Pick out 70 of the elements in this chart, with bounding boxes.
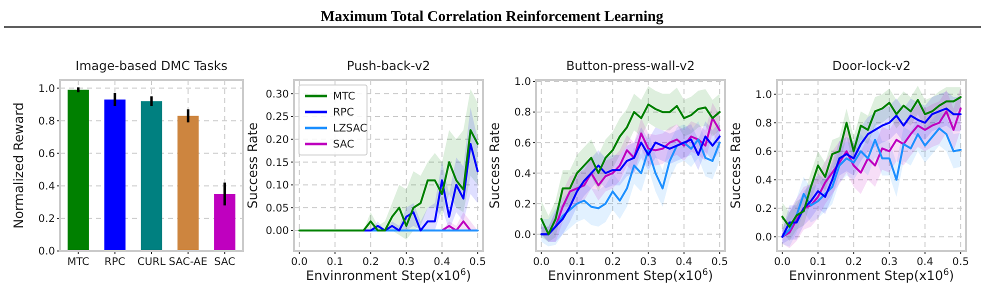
- y-tick-label: 0.00: [266, 225, 289, 238]
- y-tick-label: 0.0: [755, 231, 772, 244]
- y-tick-label: 1.0: [755, 88, 772, 101]
- x-tick-label: 0.4: [676, 256, 693, 268]
- legend-label: LZSAC: [333, 122, 368, 135]
- y-tick-label: 0.15: [266, 156, 289, 169]
- y-tick-label: 0.8: [755, 117, 772, 130]
- chart-title: Door-lock-v2: [832, 58, 911, 73]
- x-tick-label: CURL: [137, 256, 166, 268]
- y-tick-label: 0.0: [514, 228, 531, 241]
- y-tick-label: 0.6: [38, 148, 56, 160]
- x-tick-label: 0.3: [640, 256, 657, 268]
- x-tick-label: SAC-AE: [168, 256, 208, 268]
- y-axis-title: Success Rate: [729, 122, 744, 209]
- x-tick-label: 0.2: [845, 256, 862, 268]
- x-tick-label: 0.1: [568, 256, 586, 268]
- legend-label: RPC: [333, 106, 354, 119]
- bar: [68, 90, 89, 251]
- x-tick-label: 0.5: [952, 256, 970, 268]
- y-tick-label: 1.0: [38, 82, 55, 95]
- x-tick-label: 0.4: [916, 256, 934, 268]
- y-tick-label: 0.6: [755, 146, 772, 158]
- x-tick-label: 0.5: [711, 256, 728, 268]
- y-tick-label: 0.2: [755, 202, 772, 215]
- x-tick-label: 0.3: [398, 256, 415, 268]
- y-tick-label: 0.2: [514, 198, 531, 210]
- x-tick-label: 0.5: [469, 256, 486, 268]
- chart-title: Button-press-wall-v2: [566, 58, 695, 73]
- x-tick-label: 0.1: [810, 256, 826, 268]
- y-tick-label: 0.20: [266, 134, 289, 146]
- y-tick-label: 0.2: [38, 213, 55, 226]
- y-tick-label: 1.0: [514, 76, 531, 88]
- legend-label: MTC: [333, 90, 356, 103]
- bar: [140, 101, 162, 251]
- x-tick-label: 0.2: [604, 256, 622, 268]
- y-tick-label: 0.4: [755, 174, 772, 186]
- y-tick-label: 0.6: [514, 137, 532, 150]
- y-tick-label: 0.25: [266, 111, 289, 124]
- x-tick-label: 0.1: [326, 256, 344, 268]
- legend-label: SAC: [333, 138, 354, 151]
- y-axis-title: Success Rate: [246, 122, 261, 209]
- y-tick-label: 0.8: [514, 106, 531, 119]
- bar: [214, 194, 236, 251]
- chart-title: Image-based DMC Tasks: [76, 58, 228, 73]
- bar: [177, 116, 199, 251]
- x-tick-label: 0.2: [362, 256, 380, 268]
- x-tick-label: 0.0: [774, 256, 791, 268]
- x-axis-title: Envinronment Step(x10$^{6}$): [788, 268, 954, 284]
- x-tick-label: 0.0: [290, 256, 308, 268]
- y-tick-label: 0.4: [514, 168, 532, 180]
- y-tick-label: 0.30: [266, 88, 289, 100]
- x-tick-label: 0.0: [532, 256, 550, 268]
- y-tick-label: 0.10: [266, 180, 289, 192]
- y-tick-label: 0.0: [38, 246, 55, 258]
- x-axis-title: Envinronment Step(x10$^{6}$): [306, 268, 472, 284]
- y-tick-label: 0.4: [38, 180, 56, 193]
- x-axis-title: Envinronment Step(x10$^{6}$): [548, 268, 714, 284]
- y-axis-title: Success Rate: [488, 122, 503, 209]
- x-tick-label: 0.3: [880, 256, 898, 268]
- x-tick-label: 0.4: [434, 256, 451, 268]
- y-tick-label: 0.8: [38, 115, 55, 128]
- line-series: [362, 142, 479, 232]
- y-axis-title: Normalized Reward: [12, 102, 27, 229]
- bar: [104, 100, 126, 251]
- x-tick-label: RPC: [104, 256, 126, 268]
- x-tick-label: MTC: [67, 256, 90, 268]
- x-tick-label: SAC: [214, 256, 236, 268]
- y-tick-label: 0.05: [266, 202, 289, 214]
- chart-title: Push-back-v2: [346, 58, 430, 73]
- text: Maximum Total Correlation Reinforcement Learning: [320, 9, 664, 25]
